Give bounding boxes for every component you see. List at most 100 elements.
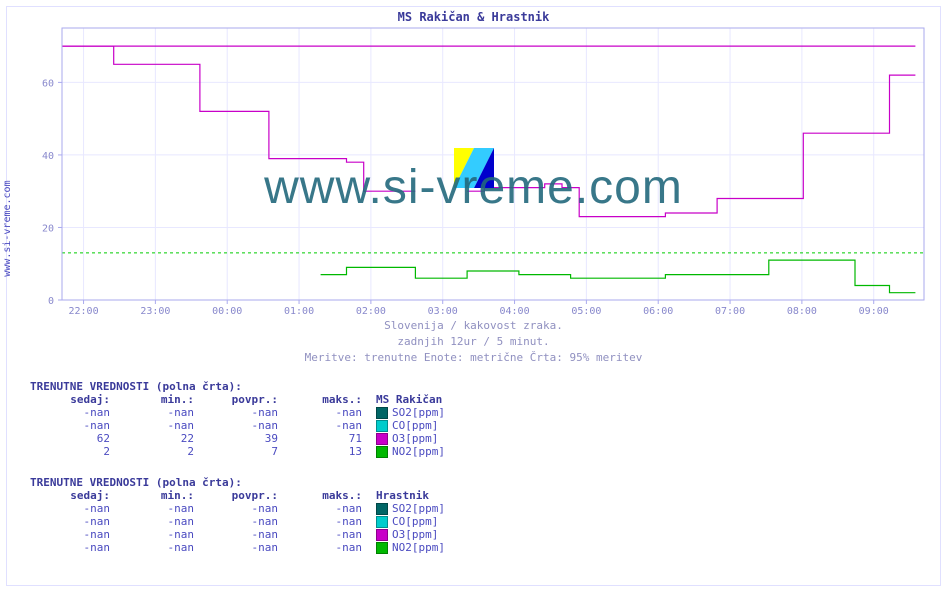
table-header-cell: maks.: (282, 393, 366, 406)
chart-plot: 22:0023:0000:0001:0002:0003:0004:0005:00… (62, 28, 924, 300)
table-cell: -nan (282, 515, 366, 528)
table-cell: -nan (114, 515, 198, 528)
svg-text:01:00: 01:00 (284, 306, 314, 317)
table-cell: -nan (282, 528, 366, 541)
table-cell: -nan (30, 406, 114, 419)
series-label: SO2[ppm] (366, 406, 460, 419)
table-cell: -nan (30, 528, 114, 541)
table-row: 62223971 O3[ppm] (30, 432, 460, 445)
svg-text:08:00: 08:00 (787, 306, 817, 317)
table-cell: -nan (30, 502, 114, 515)
table-cell: 13 (282, 445, 366, 458)
table-header-cell: min.: (114, 393, 198, 406)
caption-line-2: zadnjih 12ur / 5 minut. (0, 334, 947, 350)
svg-text:02:00: 02:00 (356, 306, 386, 317)
table-cell: 2 (114, 445, 198, 458)
table-header-row: sedaj:min.:povpr.:maks.:Hrastnik (30, 489, 460, 502)
table-cell: -nan (114, 502, 198, 515)
table-cell: 22 (114, 432, 198, 445)
svg-text:09:00: 09:00 (859, 306, 889, 317)
table-cell: -nan (282, 541, 366, 554)
series-label: NO2[ppm] (366, 445, 460, 458)
color-swatch (376, 529, 388, 541)
table-cell: -nan (282, 419, 366, 432)
table-header-cell: sedaj: (30, 489, 114, 502)
caption-line-3: Meritve: trenutne Enote: metrične Črta: … (0, 350, 947, 366)
values-table: TRENUTNE VREDNOSTI (polna črta):sedaj:mi… (30, 380, 460, 458)
table-cell: -nan (198, 419, 282, 432)
series-label: O3[ppm] (366, 432, 460, 445)
series-label-text: O3[ppm] (392, 432, 438, 445)
svg-text:23:00: 23:00 (140, 306, 170, 317)
table-header-cell: povpr.: (198, 489, 282, 502)
table-cell: -nan (30, 515, 114, 528)
series-label: NO2[ppm] (366, 541, 460, 554)
table-row: -nan-nan-nan-nanCO[ppm] (30, 515, 460, 528)
series-label-text: NO2[ppm] (392, 445, 445, 458)
table-header-cell: sedaj: (30, 393, 114, 406)
svg-text:40: 40 (42, 151, 54, 162)
table-header-cell: maks.: (282, 489, 366, 502)
svg-text:06:00: 06:00 (643, 306, 673, 317)
table-cell: -nan (114, 528, 198, 541)
svg-text:0: 0 (48, 296, 54, 307)
color-swatch (376, 503, 388, 515)
series-label: CO[ppm] (366, 419, 460, 432)
series-label: CO[ppm] (366, 515, 460, 528)
svg-text:04:00: 04:00 (499, 306, 529, 317)
table-cell: -nan (114, 419, 198, 432)
table-cell: 71 (282, 432, 366, 445)
table-row: 22713NO2[ppm] (30, 445, 460, 458)
table-row: -nan-nan-nan-nanSO2[ppm] (30, 502, 460, 515)
chart-title: MS Rakičan & Hrastnik (0, 10, 947, 24)
color-swatch (376, 420, 388, 432)
svg-text:03:00: 03:00 (428, 306, 458, 317)
table-title: TRENUTNE VREDNOSTI (polna črta): (30, 380, 460, 393)
table-cell: -nan (282, 406, 366, 419)
svg-text:22:00: 22:00 (68, 306, 98, 317)
table-cell: -nan (114, 541, 198, 554)
svg-text:07:00: 07:00 (715, 306, 745, 317)
table-row: -nan-nan-nan-nanO3[ppm] (30, 528, 460, 541)
table-row: -nan-nan-nan-nanCO[ppm] (30, 419, 460, 432)
table-cell: -nan (114, 406, 198, 419)
table-cell: -nan (30, 541, 114, 554)
series-label-text: NO2[ppm] (392, 541, 445, 554)
series-label: SO2[ppm] (366, 502, 460, 515)
table-header-cell: povpr.: (198, 393, 282, 406)
root: MS Rakičan & Hrastnik www.si-vreme.com 2… (0, 0, 947, 592)
color-swatch (376, 542, 388, 554)
table-cell: -nan (282, 502, 366, 515)
table-cell: 62 (30, 432, 114, 445)
svg-text:00:00: 00:00 (212, 306, 242, 317)
svg-text:05:00: 05:00 (571, 306, 601, 317)
table-header-row: sedaj:min.:povpr.:maks.:MS Rakičan (30, 393, 460, 406)
table-row: -nan-nan-nan-nanSO2[ppm] (30, 406, 460, 419)
series-label-text: CO[ppm] (392, 515, 438, 528)
values-table: TRENUTNE VREDNOSTI (polna črta):sedaj:mi… (30, 476, 460, 554)
table-cell: 39 (198, 432, 282, 445)
series-label-text: SO2[ppm] (392, 406, 445, 419)
svg-text:20: 20 (42, 223, 54, 234)
caption-line-1: Slovenija / kakovost zraka. (0, 318, 947, 334)
table-cell: -nan (198, 406, 282, 419)
table-row: -nan-nan-nan-nanNO2[ppm] (30, 541, 460, 554)
station-name: MS Rakičan (366, 393, 460, 406)
series-label-text: SO2[ppm] (392, 502, 445, 515)
color-swatch (376, 407, 388, 419)
table-cell: -nan (198, 502, 282, 515)
table-title: TRENUTNE VREDNOSTI (polna črta): (30, 476, 460, 489)
table-cell: -nan (198, 515, 282, 528)
series-label: O3[ppm] (366, 528, 460, 541)
data-tables: TRENUTNE VREDNOSTI (polna črta):sedaj:mi… (30, 380, 460, 572)
table-header-cell: min.: (114, 489, 198, 502)
station-name: Hrastnik (366, 489, 460, 502)
color-swatch (376, 446, 388, 458)
series-label-text: O3[ppm] (392, 528, 438, 541)
table-cell: -nan (30, 419, 114, 432)
table-cell: 2 (30, 445, 114, 458)
table-cell: 7 (198, 445, 282, 458)
series-label-text: CO[ppm] (392, 419, 438, 432)
table-cell: -nan (198, 541, 282, 554)
svg-text:60: 60 (42, 78, 54, 89)
